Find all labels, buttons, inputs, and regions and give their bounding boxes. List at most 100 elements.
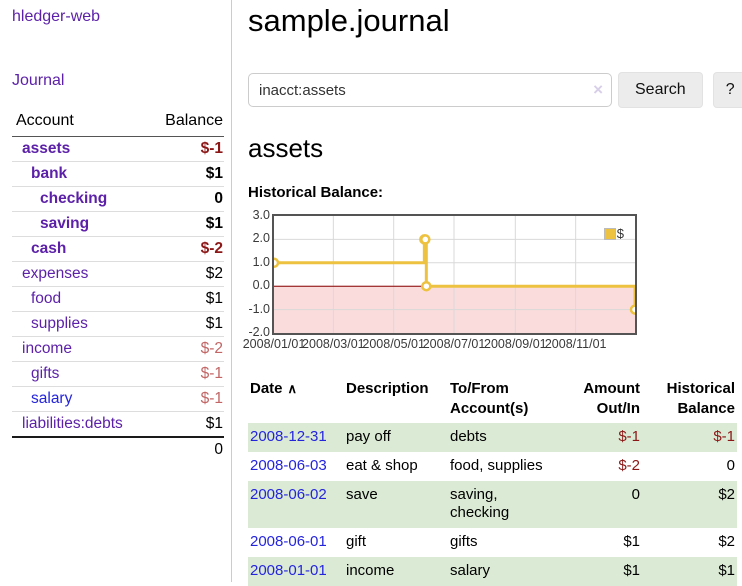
account-link-food[interactable]: food	[31, 290, 62, 307]
account-row: bank $1	[12, 161, 224, 187]
chart-legend: $	[603, 226, 624, 241]
accounts-tbody: assets $-1 bank $1 checking 0 saving $1 cash $-2 e…	[12, 137, 224, 462]
legend-swatch	[603, 227, 616, 240]
account-row: supplies $1	[12, 311, 224, 337]
account-link-checking[interactable]: checking	[40, 190, 108, 207]
account-cell: checking	[12, 186, 148, 212]
transaction-row: 2008-06-02 save saving, checking 0 $2	[248, 480, 737, 529]
page-title: sample.journal	[248, 3, 450, 38]
transaction-date-link[interactable]: 2008-01-01	[250, 561, 327, 579]
account-cell: income	[12, 336, 148, 362]
account-balance: 0	[147, 186, 224, 212]
account-title: assets	[248, 133, 324, 163]
search-box: ×	[248, 73, 612, 107]
transaction-date-link[interactable]: 2008-06-01	[250, 533, 327, 550]
transaction-balance: 0	[726, 456, 735, 474]
legend-label: $	[616, 226, 624, 241]
transaction-accounts: saving, checking	[450, 485, 510, 522]
account-row: expenses $2	[12, 261, 224, 287]
register-header-row: Date ∧ Description To/From Account(s) Amo…	[248, 377, 737, 423]
account-link-income[interactable]: income	[22, 340, 72, 357]
transaction-row: 2008-12-31 pay off debts $-1 $-1	[248, 423, 737, 452]
account-link-salary[interactable]: salary	[31, 390, 73, 407]
y-axis-label: -1.0	[248, 301, 270, 316]
account-row: food $1	[12, 286, 224, 312]
transaction-description: eat & shop	[346, 456, 418, 474]
account-balance: $-1	[147, 386, 224, 412]
clear-search-icon[interactable]: ×	[593, 80, 603, 99]
account-row: cash $-2	[12, 236, 224, 262]
account-link-assets[interactable]: assets	[22, 140, 71, 157]
account-link-expenses[interactable]: expenses	[22, 265, 89, 282]
transaction-date-link[interactable]: 2008-12-31	[250, 428, 327, 445]
x-axis-label: 2008/11/01	[544, 337, 607, 351]
account-link-supplies[interactable]: supplies	[31, 315, 88, 332]
transaction-date-cell: 2008-06-03	[248, 452, 344, 481]
account-balance: $2	[147, 261, 224, 287]
search-button[interactable]: Search	[618, 72, 703, 108]
x-axis-label: 2008/05/01	[362, 337, 425, 351]
sidebar-item-journal[interactable]: Journal	[12, 72, 65, 89]
column-header-accounts: To/From Account(s)	[450, 380, 529, 417]
total-balance: 0	[147, 436, 224, 462]
data-point-marker	[421, 280, 432, 292]
transaction-balance: $1	[718, 561, 735, 579]
column-header-date[interactable]: Date ∧	[250, 380, 298, 397]
column-header-balance: Historical Balance	[666, 380, 735, 417]
account-cell: bank	[12, 161, 148, 187]
transaction-accounts: food, supplies	[450, 456, 543, 474]
transaction-description: gift	[346, 533, 367, 550]
account-balance: $-1	[200, 140, 223, 157]
transaction-amount: $-2	[618, 456, 640, 474]
data-point-marker	[629, 304, 641, 315]
transaction-description: income	[346, 561, 395, 579]
balance-column-header: Balance	[147, 109, 224, 137]
transaction-accounts: salary	[450, 561, 491, 579]
account-cell: supplies	[12, 311, 148, 337]
account-link-liabilities-debts[interactable]: liabilities:debts	[22, 415, 123, 432]
y-axis-label: 3.0	[252, 208, 270, 222]
transaction-date-cell: 2008-12-31	[248, 423, 344, 452]
account-cell: expenses	[12, 261, 148, 287]
y-axis-label: 2.0	[252, 231, 270, 246]
chart-plot-area	[268, 214, 641, 335]
transaction-row: 2008-06-01 gift gifts $1 $2	[248, 528, 737, 557]
account-row: income $-2	[12, 336, 224, 362]
account-cell: salary	[12, 386, 148, 412]
account-link-cash[interactable]: cash	[31, 240, 67, 257]
account-row: saving $1	[12, 211, 224, 237]
account-balance: $-1	[147, 361, 224, 387]
transaction-balance: $2	[718, 533, 735, 550]
chart-canvas	[268, 216, 641, 333]
register-table: Date ∧ Description To/From Account(s) Amo…	[248, 377, 737, 586]
help-button[interactable]: ?	[712, 72, 742, 108]
transaction-date-cell: 2008-06-02	[248, 481, 344, 529]
transaction-date-link[interactable]: 2008-06-02	[250, 485, 327, 503]
transaction-row: 2008-06-03 eat & shop food, supplies $-2 0	[248, 452, 737, 481]
chart-section-label: Historical Balance:	[248, 184, 384, 201]
transaction-date-cell: 2008-01-01	[248, 557, 344, 586]
accounts-table: Account Balance assets $-1 bank $1 checking 0…	[12, 109, 224, 462]
account-balance: $1	[147, 211, 224, 237]
account-cell: assets	[12, 137, 147, 162]
transaction-accounts: gifts	[450, 533, 478, 550]
search-form: × Search ?	[248, 72, 742, 108]
app-title-link[interactable]: hledger-web	[12, 8, 101, 25]
transaction-amount: 0	[631, 485, 640, 503]
account-link-saving[interactable]: saving	[40, 215, 90, 232]
account-row: assets $-1	[12, 137, 224, 162]
total-spacer	[12, 436, 148, 462]
transaction-date-link[interactable]: 2008-06-03	[250, 456, 327, 474]
search-input[interactable]	[248, 73, 612, 107]
account-row: checking 0	[12, 186, 224, 212]
account-cell: food	[12, 286, 148, 312]
column-header-amount: Amount Out/In	[583, 380, 640, 417]
transaction-date-cell: 2008-06-01	[248, 528, 344, 557]
account-column-header: Account	[12, 109, 148, 137]
x-axis-label: 2008/09/01	[484, 337, 547, 351]
transaction-description: pay off	[346, 428, 391, 445]
account-link-bank[interactable]: bank	[31, 165, 68, 182]
account-link-gifts[interactable]: gifts	[31, 365, 60, 382]
account-balance: $1	[147, 286, 224, 312]
transaction-amount: $1	[623, 561, 640, 579]
